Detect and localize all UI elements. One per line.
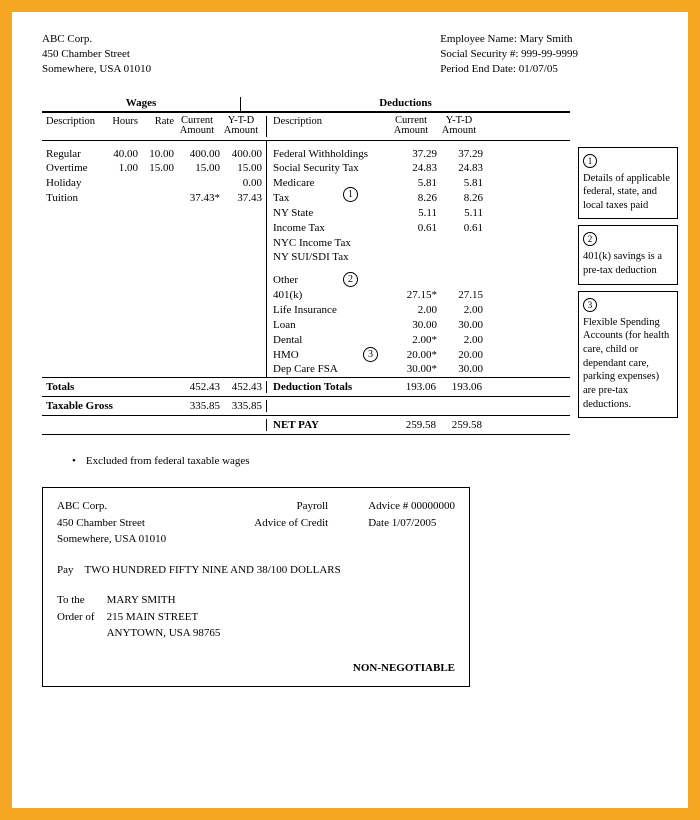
wages-data: Regular40.0010.00400.00400.00Overtime1.0… (42, 141, 266, 378)
totals-label: Totals (42, 381, 174, 393)
annotation-1-num-icon: 1 (583, 154, 597, 168)
annotation-1: 1 Details of applicable federal, state, … (578, 147, 678, 220)
deductions-data: 1 2 3 Federal Withholdings37.2937.29Soci… (266, 141, 570, 378)
wages-heading: Wages (42, 97, 240, 112)
col-ded-current: CurrentAmount (386, 116, 436, 137)
annotation-3-text: Flexible Spending Accounts (for health c… (583, 316, 673, 411)
check-pay-line: Pay TWO HUNDRED FIFTY NINE AND 38/100 DO… (57, 562, 455, 579)
taxable-label: Taxable Gross (42, 400, 174, 412)
table-row: Federal Withholdings37.2937.29 (267, 147, 570, 162)
employee-ssn: Social Security #: 999-99-9999 (440, 47, 578, 62)
paystub-table: Wages Deductions Description Hours Rate … (42, 97, 570, 688)
employee-name: Employee Name: Mary Smith (440, 32, 578, 47)
net-pay-row: NET PAY 259.58 259.58 (42, 416, 570, 435)
totals-ded-cur: 193.06 (386, 381, 436, 393)
annotations-sidebar: 1 Details of applicable federal, state, … (578, 147, 678, 688)
col-ded-ytd: Y-T-DAmount (436, 116, 486, 137)
col-ded-description: Description (266, 116, 386, 137)
annotation-3: 3 Flexible Spending Accounts (for health… (578, 291, 678, 418)
deductions-heading: Deductions (240, 97, 570, 112)
table-row: Regular40.0010.00400.00400.00 (42, 147, 266, 162)
table-row: Social Security Tax24.8324.83 (267, 161, 570, 176)
callout-2-icon: 2 (343, 272, 358, 287)
annotation-2-num-icon: 2 (583, 232, 597, 246)
col-current-amount: CurrentAmount (174, 116, 220, 137)
table-row: Tax8.268.26 (267, 191, 570, 206)
totals-wages-cur: 452.43 (174, 381, 220, 393)
table-row: NYC Income Tax (267, 236, 570, 251)
check-advice-info: Advice # 00000000 Date 1/07/2005 (368, 498, 455, 548)
other-label: Other (267, 273, 387, 288)
net-pay-label: NET PAY (266, 419, 386, 431)
table-row: 401(k)27.15*27.15 (267, 288, 570, 303)
table-row: Overtime1.0015.0015.0015.00 (42, 161, 266, 176)
check-company: ABC Corp. 450 Chamber Street Somewhere, … (57, 498, 166, 548)
document-frame: ABC Corp. 450 Chamber Street Somewhere, … (0, 0, 700, 820)
col-hours: Hours (98, 116, 138, 137)
annotation-1-text: Details of applicable federal, state, an… (583, 172, 673, 213)
table-row: Loan30.0030.00 (267, 318, 570, 333)
employee-block: Employee Name: Mary Smith Social Securit… (440, 32, 578, 77)
company-street: 450 Chamber Street (42, 47, 151, 62)
company-city: Somewhere, USA 01010 (42, 62, 151, 77)
totals-wages-ytd: 452.43 (220, 381, 266, 393)
check-title: Payroll Advice of Credit (254, 498, 328, 548)
col-ytd-amount: Y-T-DAmount (220, 116, 266, 137)
period-end: Period End Date: 01/07/05 (440, 62, 578, 77)
header: ABC Corp. 450 Chamber Street Somewhere, … (42, 32, 678, 77)
net-pay-cur: 259.58 (386, 419, 436, 431)
company-name: ABC Corp. (42, 32, 151, 47)
column-headers: Description Hours Rate CurrentAmount Y-T… (42, 113, 570, 141)
taxable-cur: 335.85 (174, 400, 220, 412)
table-row: Income Tax0.610.61 (267, 221, 570, 236)
col-rate: Rate (138, 116, 174, 137)
col-description: Description (42, 116, 98, 137)
check-payee: To the Order of MARY SMITH 215 MAIN STRE… (57, 592, 455, 642)
callout-1-icon: 1 (343, 187, 358, 202)
table-row: NY SUI/SDI Tax (267, 250, 570, 265)
deduction-totals-label: Deduction Totals (266, 381, 386, 393)
table-row: Tuition37.43*37.43 (42, 191, 266, 206)
totals-ded-ytd: 193.06 (436, 381, 486, 393)
non-negotiable: NON-NEGOTIABLE (57, 660, 455, 677)
annotation-2-text: 401(k) savings is a pre-tax deduction (583, 250, 673, 277)
table-row: Medicare5.815.81 (267, 176, 570, 191)
annotation-3-num-icon: 3 (583, 298, 597, 312)
callout-3-icon: 3 (363, 347, 378, 362)
annotation-2: 2 401(k) savings is a pre-tax deduction (578, 225, 678, 284)
company-block: ABC Corp. 450 Chamber Street Somewhere, … (42, 32, 151, 77)
totals-row: Totals 452.43 452.43 Deduction Totals 19… (42, 378, 570, 397)
table-row: Holiday0.00 (42, 176, 266, 191)
table-row: HMO20.00*20.00 (267, 348, 570, 363)
table-row: Dental2.00*2.00 (267, 333, 570, 348)
table-row: Life Insurance2.002.00 (267, 303, 570, 318)
table-row: NY State5.115.11 (267, 206, 570, 221)
table-row: Dep Care FSA30.00*30.00 (267, 362, 570, 377)
footnote: Excluded from federal taxable wages (72, 455, 570, 467)
net-pay-ytd: 259.58 (436, 419, 486, 431)
check-advice: ABC Corp. 450 Chamber Street Somewhere, … (42, 487, 470, 687)
taxable-ytd: 335.85 (220, 400, 266, 412)
taxable-gross-row: Taxable Gross 335.85 335.85 (42, 397, 570, 416)
